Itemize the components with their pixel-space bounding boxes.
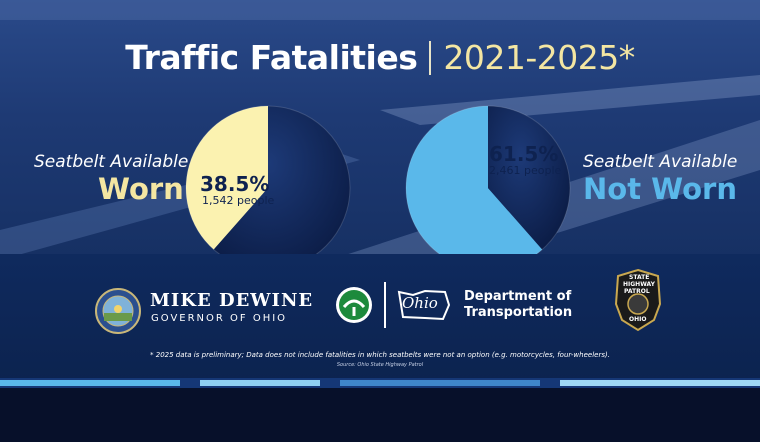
title-divider: [429, 41, 432, 75]
right-percent-label: 61.5%: [489, 142, 559, 166]
right-people-label: 2,461 people: [489, 164, 562, 177]
highway-background: [0, 0, 760, 260]
governor-name: MIKE DEWINE: [150, 290, 314, 311]
pie-not-worn: [405, 105, 571, 271]
chart-title: Traffic Fatalities 2021-2025*: [0, 38, 760, 77]
right-label-line1: Seatbelt Available: [583, 152, 738, 172]
pie-worn: [185, 105, 351, 271]
ohio-seal-icon: [95, 288, 141, 334]
odot-script: Ohio: [402, 294, 438, 312]
governor-title: GOVERNOR OF OHIO: [151, 313, 288, 324]
pie-not-worn-slice-not-worn: [406, 106, 543, 270]
footnote: * 2025 data is preliminary; Data does no…: [150, 351, 610, 359]
title-years: 2021-2025*: [443, 38, 635, 77]
footer-stripe: [0, 378, 760, 388]
patrol-line1: STATE: [629, 274, 650, 281]
pie-not-worn-slice-worn: [488, 105, 571, 250]
patrol-line2: HIGHWAY: [623, 281, 655, 288]
ohio-outline-icon: [397, 289, 451, 321]
patrol-line4: OHIO: [629, 316, 647, 323]
patrol-badge-icon: [614, 268, 662, 332]
odot-badge-icon: [336, 287, 372, 323]
patrol-line3: PATROL: [624, 288, 650, 295]
odot-divider: [384, 282, 386, 328]
pie-worn-slice-not-worn: [213, 106, 350, 270]
left-people-label: 1,542 people: [202, 194, 275, 207]
left-label-worn: Worn: [98, 172, 184, 206]
source-note: Source: Ohio State Highway Patrol: [336, 362, 424, 368]
left-percent-label: 38.5%: [200, 172, 270, 196]
pie-worn-slice-worn: [185, 106, 268, 250]
odot-line2: Transportation: [464, 305, 573, 320]
right-label-not-worn: Not Worn: [583, 172, 737, 206]
left-label-line1: Seatbelt Available: [34, 152, 189, 172]
bottom-bar: [0, 388, 760, 442]
odot-line1: Department of: [464, 289, 572, 304]
title-main: Traffic Fatalities: [125, 38, 418, 77]
